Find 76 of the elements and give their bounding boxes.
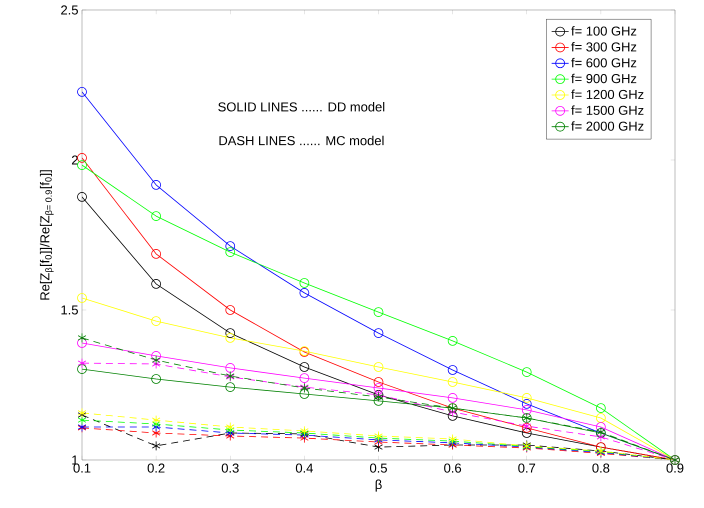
text: Re[Z$_{β}$[f$_{0}$]]/Re[Z$_{β= 0.9}$[f$_{0}$]] (40, 170, 54, 300)
y-tick-label: 1 (72, 456, 78, 464)
point (225, 363, 236, 373)
y-tick-label: 2 (72, 155, 78, 165)
point (448, 336, 458, 346)
point (448, 411, 458, 421)
point (151, 374, 162, 384)
point (225, 247, 236, 257)
point (299, 278, 310, 288)
point (77, 160, 87, 170)
point (152, 428, 160, 438)
point (596, 422, 606, 432)
x-tick-label: 0.4 (296, 464, 313, 473)
point (225, 333, 236, 343)
point (522, 393, 532, 403)
point (77, 87, 87, 97)
point (299, 373, 310, 383)
point (151, 279, 162, 289)
x-axis-title: β (376, 480, 382, 492)
y-tick-label: 2.5 (61, 5, 78, 15)
point (152, 359, 160, 369)
point (596, 413, 606, 423)
legend-label: f= 300 GHz (571, 42, 636, 52)
point (78, 415, 86, 425)
point (151, 316, 162, 326)
x-tick-label: 0.5 (370, 464, 387, 473)
x-tick-label: 0.6 (444, 464, 462, 473)
point (299, 389, 310, 399)
x-tick-label: 0.3 (222, 464, 239, 473)
point (226, 422, 235, 432)
annotation: SOLID LINES ...... DD model (218, 102, 384, 112)
point (225, 382, 236, 392)
point (299, 362, 310, 372)
x-tick-label: 0.8 (592, 464, 610, 473)
point (522, 367, 532, 377)
legend-label: f= 2000 GHz (571, 121, 644, 131)
point (151, 180, 162, 190)
legend-label: f= 900 GHz (571, 74, 636, 84)
point (225, 241, 236, 251)
point (522, 399, 532, 409)
point (152, 355, 160, 365)
point (78, 358, 86, 368)
point (522, 405, 532, 415)
point (374, 328, 384, 338)
legend-label: f= 1500 GHz (571, 105, 644, 115)
point (374, 362, 384, 372)
point (374, 377, 384, 387)
point (225, 305, 236, 315)
annotation: DASH LINES ...... MC model (219, 136, 384, 146)
legend-label: f= 1200 GHz (571, 90, 644, 100)
point (374, 307, 384, 317)
point (152, 441, 160, 451)
point (596, 403, 606, 413)
point (374, 383, 384, 393)
point (225, 328, 236, 338)
point (299, 288, 310, 298)
point (522, 428, 532, 438)
point (78, 333, 86, 343)
point (448, 365, 458, 375)
x-tick-label: 0.7 (518, 464, 536, 473)
point (77, 192, 87, 202)
point (374, 396, 384, 406)
point (448, 377, 458, 387)
x-tick-label: 0.2 (148, 464, 164, 473)
point (448, 393, 458, 403)
point (152, 415, 160, 425)
point (77, 153, 87, 163)
legend-label: f= 600 GHz (571, 58, 636, 68)
point (77, 293, 87, 303)
legend-label: f= 100 GHz (571, 26, 636, 36)
point (151, 351, 162, 361)
point (151, 249, 162, 259)
point (151, 211, 162, 221)
point (77, 364, 87, 374)
x-tick-label: 0.9 (666, 464, 684, 473)
y-tick-label: 1.5 (61, 305, 78, 315)
